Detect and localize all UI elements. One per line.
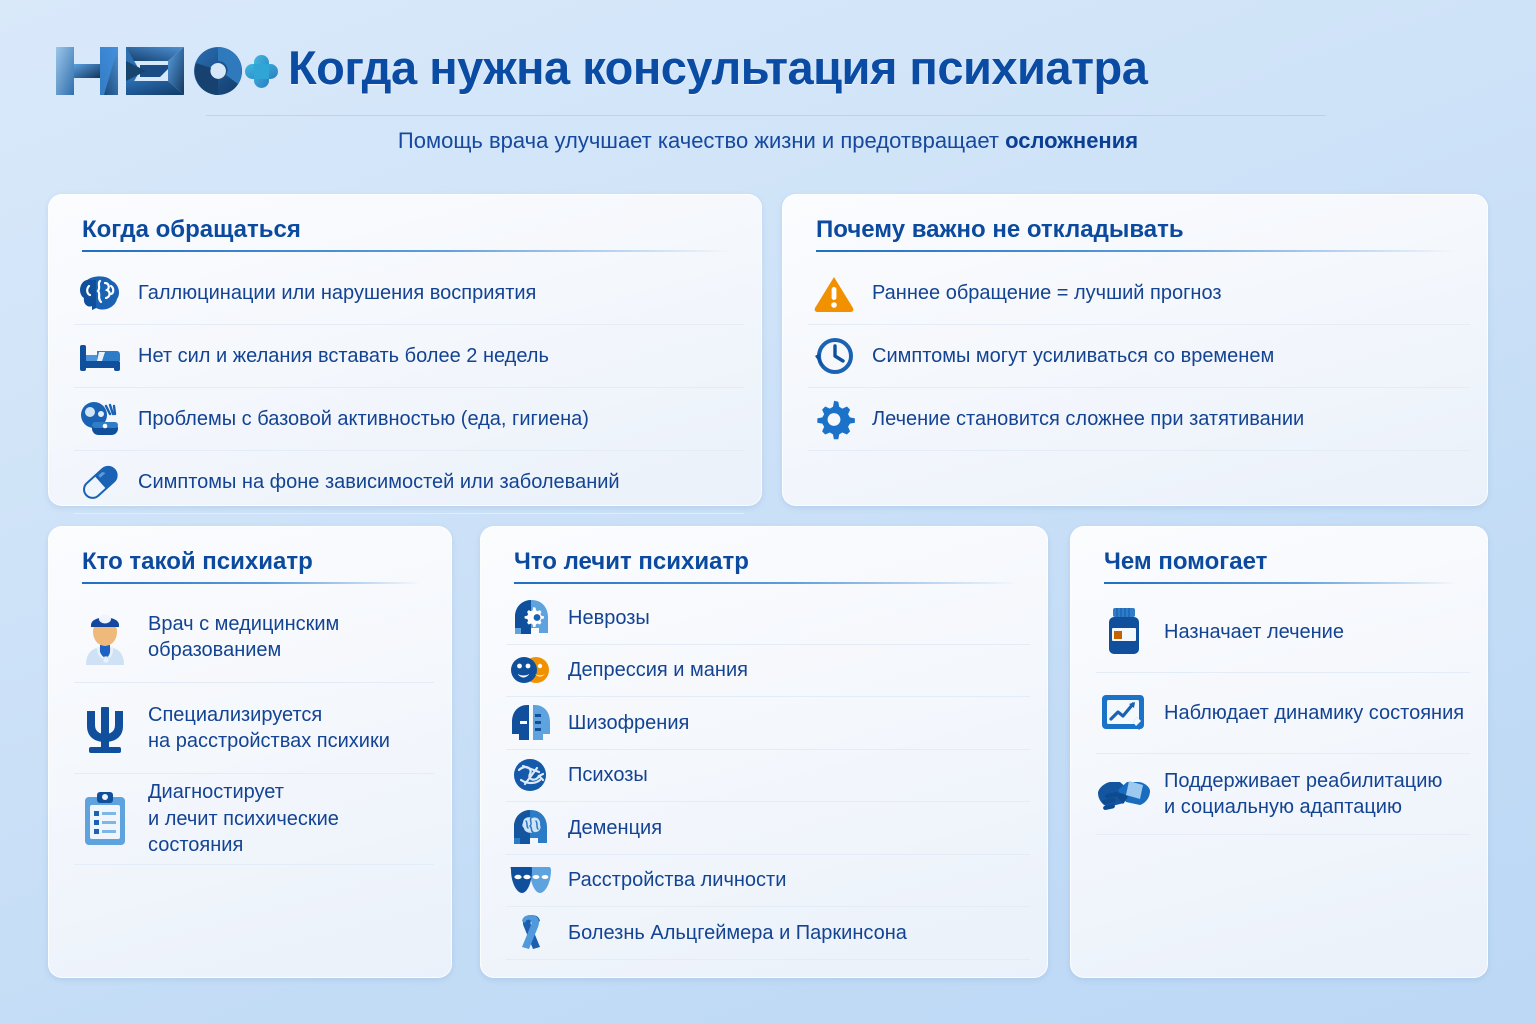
list-item[interactable]: Психозы xyxy=(506,750,1030,802)
warning-triangle-icon xyxy=(808,270,860,316)
card-title-underline xyxy=(82,582,420,584)
list-item-label: Врач с медицинским образованием xyxy=(136,611,339,664)
list-item[interactable]: Депрессия и мания xyxy=(506,645,1030,697)
card-title-underline xyxy=(82,250,730,252)
two-faces-icon xyxy=(506,648,556,692)
list-item[interactable]: Раннее обращение = лучший прогноз xyxy=(808,262,1470,325)
clock-icon xyxy=(808,333,860,379)
list-item[interactable]: Нет сил и желания вставать более 2 недел… xyxy=(74,325,744,388)
split-head-icon xyxy=(506,701,556,745)
list-item-label: Диагностирует и лечит психические состоя… xyxy=(136,779,434,858)
card-title: Чем помогает xyxy=(1104,548,1268,575)
card-item-list: Галлюцинации или нарушения восприятия Не… xyxy=(74,262,744,514)
card-title-underline xyxy=(816,250,1456,252)
list-item-label: Деменция xyxy=(568,816,663,839)
psi-symbol-icon xyxy=(74,697,136,759)
label-line-1: Врач с медицинским xyxy=(148,612,340,635)
card-title: Почему важно не откладывать xyxy=(816,216,1184,243)
pill-capsule-icon xyxy=(74,459,126,505)
card-item-list: Врач с медицинским образованием Специали… xyxy=(74,592,434,865)
label-line-1: Специализируется xyxy=(148,703,323,726)
card-what-psychiatrist-treats: Что лечит психиатр Неврозы xyxy=(480,526,1048,978)
card-title: Кто такой психиатр xyxy=(82,548,313,575)
list-item-label: Поддерживает реабилитацию и социальную а… xyxy=(1152,768,1442,821)
list-item[interactable]: Неврозы xyxy=(506,592,1030,645)
list-item-label: Расстройства личности xyxy=(568,869,787,892)
list-item[interactable]: Симптомы на фоне зависимостей или заболе… xyxy=(74,451,744,514)
neo-plus-logo xyxy=(48,33,280,107)
list-item[interactable]: Назначает лечение xyxy=(1096,592,1470,673)
list-item-label: Депрессия и мания xyxy=(568,659,748,682)
card-why-not-delay: Почему важно не откладывать Раннее обращ… xyxy=(782,194,1488,506)
list-item-label: Психозы xyxy=(568,764,648,787)
list-item-label: Проблемы с базовой активностью (еда, гиг… xyxy=(138,407,589,430)
brain-icon xyxy=(74,270,126,316)
awareness-ribbon-icon xyxy=(506,911,556,955)
label-line-1: Поддерживает реабилитацию xyxy=(1164,769,1443,792)
list-item[interactable]: Врач с медицинским образованием xyxy=(74,592,434,683)
list-item[interactable]: Болезнь Альцгеймера и Паркинсона xyxy=(506,907,1030,960)
card-item-list: Раннее обращение = лучший прогноз Симпто… xyxy=(808,262,1470,451)
label-line-2: и лечит психические состояния xyxy=(148,807,339,857)
medicine-bottle-icon xyxy=(1096,606,1152,658)
subtitle-accent: осложнения xyxy=(1005,128,1139,153)
tangled-mind-icon xyxy=(506,753,556,797)
list-item[interactable]: Наблюдает динамику состояния xyxy=(1096,673,1470,754)
list-item-label: Болезнь Альцгеймера и Паркинсона xyxy=(568,921,907,944)
clipboard-icon xyxy=(74,788,136,850)
card-title: Когда обращаться xyxy=(82,216,301,243)
card-item-list: Назначает лечение Наблюдает динамику сос… xyxy=(1096,592,1470,835)
list-item-label: Лечение становится сложнее при затятиван… xyxy=(872,407,1305,430)
card-title-underline xyxy=(514,582,1018,584)
label-line-1: Назначает лечение xyxy=(1164,620,1344,643)
page-header: Когда нужна консультация психиатра Помощ… xyxy=(0,0,1536,172)
label-line-2: и социальную адаптацию xyxy=(1164,796,1402,818)
card-how-it-helps: Чем помогает Назначает лечение xyxy=(1070,526,1488,978)
list-item[interactable]: Симптомы могут усиливаться со временем xyxy=(808,325,1470,388)
list-item-label: Неврозы xyxy=(568,606,650,629)
list-item-label: Симптомы могут усиливаться со временем xyxy=(872,344,1275,367)
label-line-1: Наблюдает динамику состояния xyxy=(1164,701,1465,724)
list-item[interactable]: Галлюцинации или нарушения восприятия xyxy=(74,262,744,325)
chart-monitor-icon xyxy=(1096,687,1152,739)
list-item[interactable]: Деменция xyxy=(506,802,1030,855)
list-item[interactable]: Проблемы с базовой активностью (еда, гиг… xyxy=(74,388,744,451)
list-item[interactable]: Поддерживает реабилитацию и социальную а… xyxy=(1096,754,1470,835)
label-line-2: образованием xyxy=(148,639,282,661)
card-title-underline xyxy=(1104,582,1456,584)
list-item-label: Наблюдает динамику состояния xyxy=(1152,700,1464,726)
list-item[interactable]: Специализируется на расстройствах психик… xyxy=(74,683,434,774)
list-item[interactable]: Шизофрения xyxy=(506,697,1030,750)
card-title: Что лечит психиатр xyxy=(514,548,749,575)
label-line-1: Диагностирует xyxy=(148,781,284,804)
list-item-label: Галлюцинации или нарушения восприятия xyxy=(138,281,537,304)
bed-icon xyxy=(74,333,126,379)
list-item-label: Нет сил и желания вставать более 2 недел… xyxy=(138,344,549,367)
page-title: Когда нужна консультация психиатра xyxy=(288,41,1148,94)
card-item-list: Неврозы Депрессия и xyxy=(506,592,1030,960)
head-brain-icon xyxy=(506,806,556,850)
theater-masks-icon xyxy=(506,858,556,902)
header-divider xyxy=(206,115,1326,116)
list-item-label: Специализируется на расстройствах психик… xyxy=(136,702,390,755)
handshake-icon xyxy=(1096,768,1152,820)
gear-icon xyxy=(808,396,860,442)
list-item[interactable]: Расстройства личности xyxy=(506,855,1030,907)
card-when-to-see-doctor: Когда обращаться Галлюцинации или наруше… xyxy=(48,194,762,514)
card-who-is-psychiatrist: Кто такой психиатр Врач с м xyxy=(48,526,452,978)
list-item-label: Шизофрения xyxy=(568,711,690,734)
list-item[interactable]: Диагностирует и лечит психические состоя… xyxy=(74,774,434,865)
head-gear-icon xyxy=(506,596,556,640)
label-line-2: на расстройствах психики xyxy=(148,730,390,752)
list-item[interactable]: Лечение становится сложнее при затятиван… xyxy=(808,388,1470,451)
list-item-label: Симптомы на фоне зависимостей или заболе… xyxy=(138,470,620,493)
doctor-avatar-icon xyxy=(74,606,136,668)
subtitle-lead: Помощь врача улучшает качество жизни и п… xyxy=(397,128,1006,153)
plate-fork-icon xyxy=(74,396,126,442)
list-item-label: Раннее обращение = лучший прогноз xyxy=(872,281,1222,304)
page-subtitle: Помощь врача улучшает качество жизни и п… xyxy=(0,128,1536,154)
list-item-label: Назначает лечение xyxy=(1152,619,1344,645)
